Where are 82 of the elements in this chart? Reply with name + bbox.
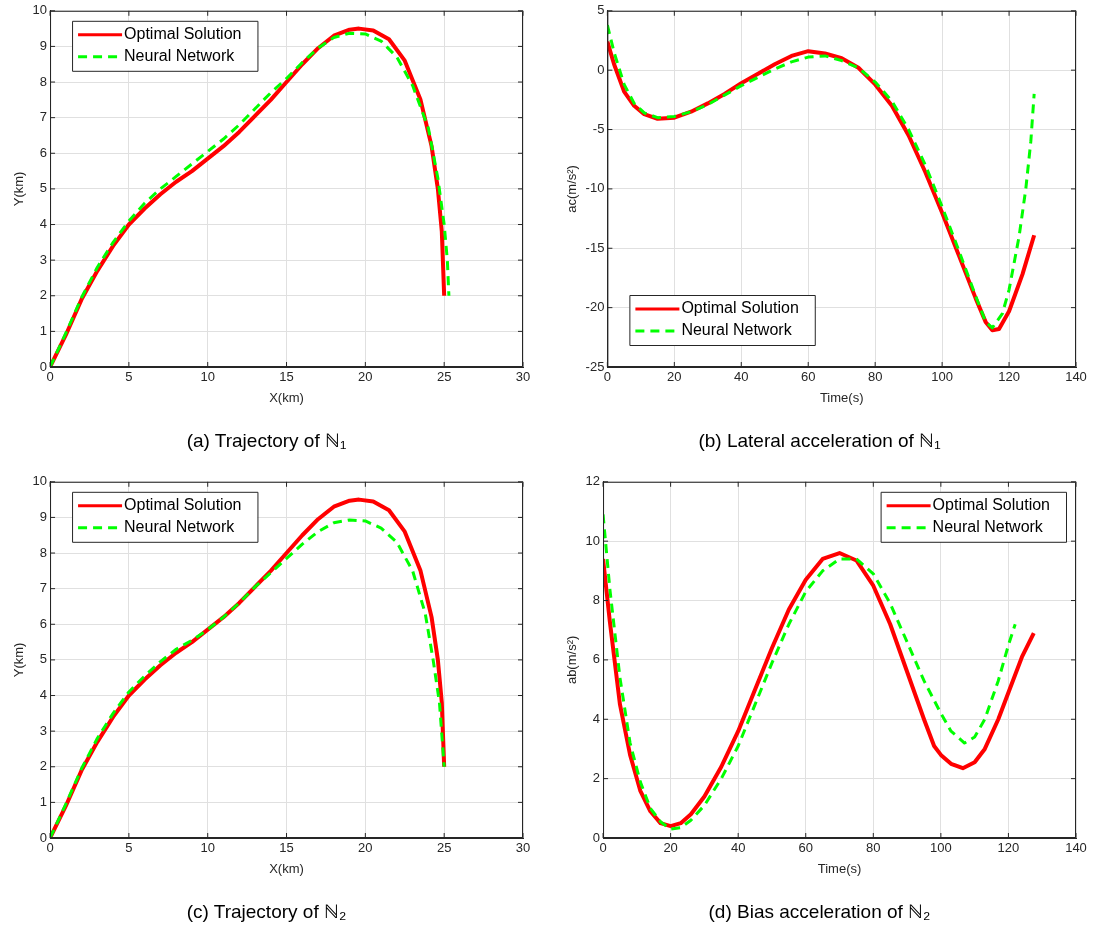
y-tick-label: 1 bbox=[39, 793, 48, 809]
y-tick-label: 2 bbox=[592, 770, 601, 786]
y-tick-label: 4 bbox=[39, 687, 48, 703]
y-axis-title: ab(m/s²) bbox=[564, 635, 580, 685]
x-tick-label: 40 bbox=[730, 840, 746, 856]
x-tick-label: 100 bbox=[930, 840, 952, 856]
y-tick-label: -15 bbox=[585, 239, 605, 255]
x-tick-label: 10 bbox=[200, 369, 215, 385]
y-tick-label: 8 bbox=[39, 73, 48, 89]
x-tick-label: 40 bbox=[734, 369, 749, 385]
legend-label: Neural Network bbox=[124, 47, 236, 65]
legend-label: Optimal Solution bbox=[124, 496, 242, 514]
y-tick-label: 3 bbox=[39, 722, 48, 738]
y-tick-label: -20 bbox=[585, 299, 605, 315]
y-tick-label: 12 bbox=[585, 473, 601, 489]
y-axis-title: Y(km) bbox=[11, 642, 27, 678]
x-axis-title: Time(s) bbox=[817, 860, 862, 876]
y-tick-label: -25 bbox=[585, 358, 605, 374]
legend-label: Neural Network bbox=[124, 518, 236, 536]
y-tick-label: 3 bbox=[39, 251, 48, 267]
y-tick-label: 10 bbox=[32, 2, 48, 18]
text: (a) Trajectory of ℕ₁ bbox=[186, 429, 347, 451]
legend-label: Optimal Solution bbox=[124, 25, 242, 43]
x-tick-label: 20 bbox=[667, 369, 682, 385]
x-tick-label: 5 bbox=[125, 840, 133, 856]
x-tick-label: 60 bbox=[800, 369, 816, 385]
x-tick-label: 140 bbox=[1065, 369, 1087, 385]
y-tick-label: 5 bbox=[597, 2, 605, 18]
y-axis-title: ac(m/s²) bbox=[564, 165, 580, 213]
x-tick-label: 80 bbox=[867, 369, 883, 385]
text: (d) Bias acceleration of ℕ₂ bbox=[708, 900, 931, 922]
y-tick-label: 7 bbox=[39, 109, 48, 125]
y-tick-label: 0 bbox=[597, 61, 605, 77]
y-tick-label: 5 bbox=[39, 651, 48, 667]
x-tick-label: 140 bbox=[1065, 840, 1087, 856]
y-tick-label: 6 bbox=[39, 144, 48, 160]
x-axis-title: Time(s) bbox=[819, 389, 864, 405]
x-tick-label: 30 bbox=[515, 840, 531, 856]
x-tick-label: 120 bbox=[998, 369, 1020, 385]
y-axis-title: Y(km) bbox=[11, 171, 27, 207]
x-tick-label: 20 bbox=[663, 840, 678, 856]
y-tick-label: 8 bbox=[592, 592, 601, 608]
y-tick-label: 0 bbox=[592, 829, 601, 845]
x-tick-label: 20 bbox=[358, 369, 373, 385]
text: (b) Lateral acceleration of ℕ₁ bbox=[698, 429, 941, 451]
x-tick-label: 25 bbox=[436, 840, 452, 856]
y-tick-label: 1 bbox=[39, 322, 48, 338]
legend-label: Optimal Solution bbox=[932, 496, 1050, 514]
x-tick-label: 25 bbox=[436, 369, 452, 385]
y-tick-label: 9 bbox=[39, 38, 48, 53]
y-tick-label: 2 bbox=[39, 758, 48, 774]
y-tick-label: -10 bbox=[585, 180, 605, 196]
x-axis-title: X(km) bbox=[269, 389, 304, 405]
y-tick-label: 4 bbox=[39, 216, 48, 232]
x-tick-label: 15 bbox=[279, 840, 294, 856]
y-tick-label: 10 bbox=[585, 532, 601, 548]
y-tick-label: 0 bbox=[39, 829, 48, 845]
y-tick-label: 2 bbox=[39, 287, 48, 303]
y-tick-label: 7 bbox=[39, 580, 48, 596]
legend-label: Neural Network bbox=[932, 518, 1044, 536]
y-tick-label: 5 bbox=[39, 180, 48, 196]
x-tick-label: 120 bbox=[997, 840, 1020, 856]
legend-label: Neural Network bbox=[681, 321, 793, 339]
x-tick-label: 15 bbox=[279, 369, 294, 385]
y-tick-label: 10 bbox=[32, 473, 48, 489]
y-tick-label: 6 bbox=[592, 651, 601, 667]
text: (c) Trajectory of ℕ₂ bbox=[186, 900, 347, 922]
x-tick-label: 100 bbox=[931, 369, 953, 385]
x-axis-title: X(km) bbox=[269, 860, 304, 876]
y-tick-label: 8 bbox=[39, 544, 48, 560]
x-tick-label: 60 bbox=[798, 840, 813, 856]
x-tick-label: 30 bbox=[515, 369, 531, 385]
y-tick-label: 4 bbox=[592, 710, 601, 726]
y-tick-label: 9 bbox=[39, 509, 48, 524]
x-tick-label: 10 bbox=[200, 840, 215, 856]
legend-label: Optimal Solution bbox=[681, 299, 799, 317]
x-tick-label: 80 bbox=[866, 840, 881, 856]
y-tick-label: 0 bbox=[39, 358, 48, 374]
y-tick-label: -5 bbox=[592, 121, 605, 137]
x-tick-label: 20 bbox=[358, 840, 373, 856]
y-tick-label: 6 bbox=[39, 615, 48, 631]
x-tick-label: 5 bbox=[125, 369, 133, 385]
